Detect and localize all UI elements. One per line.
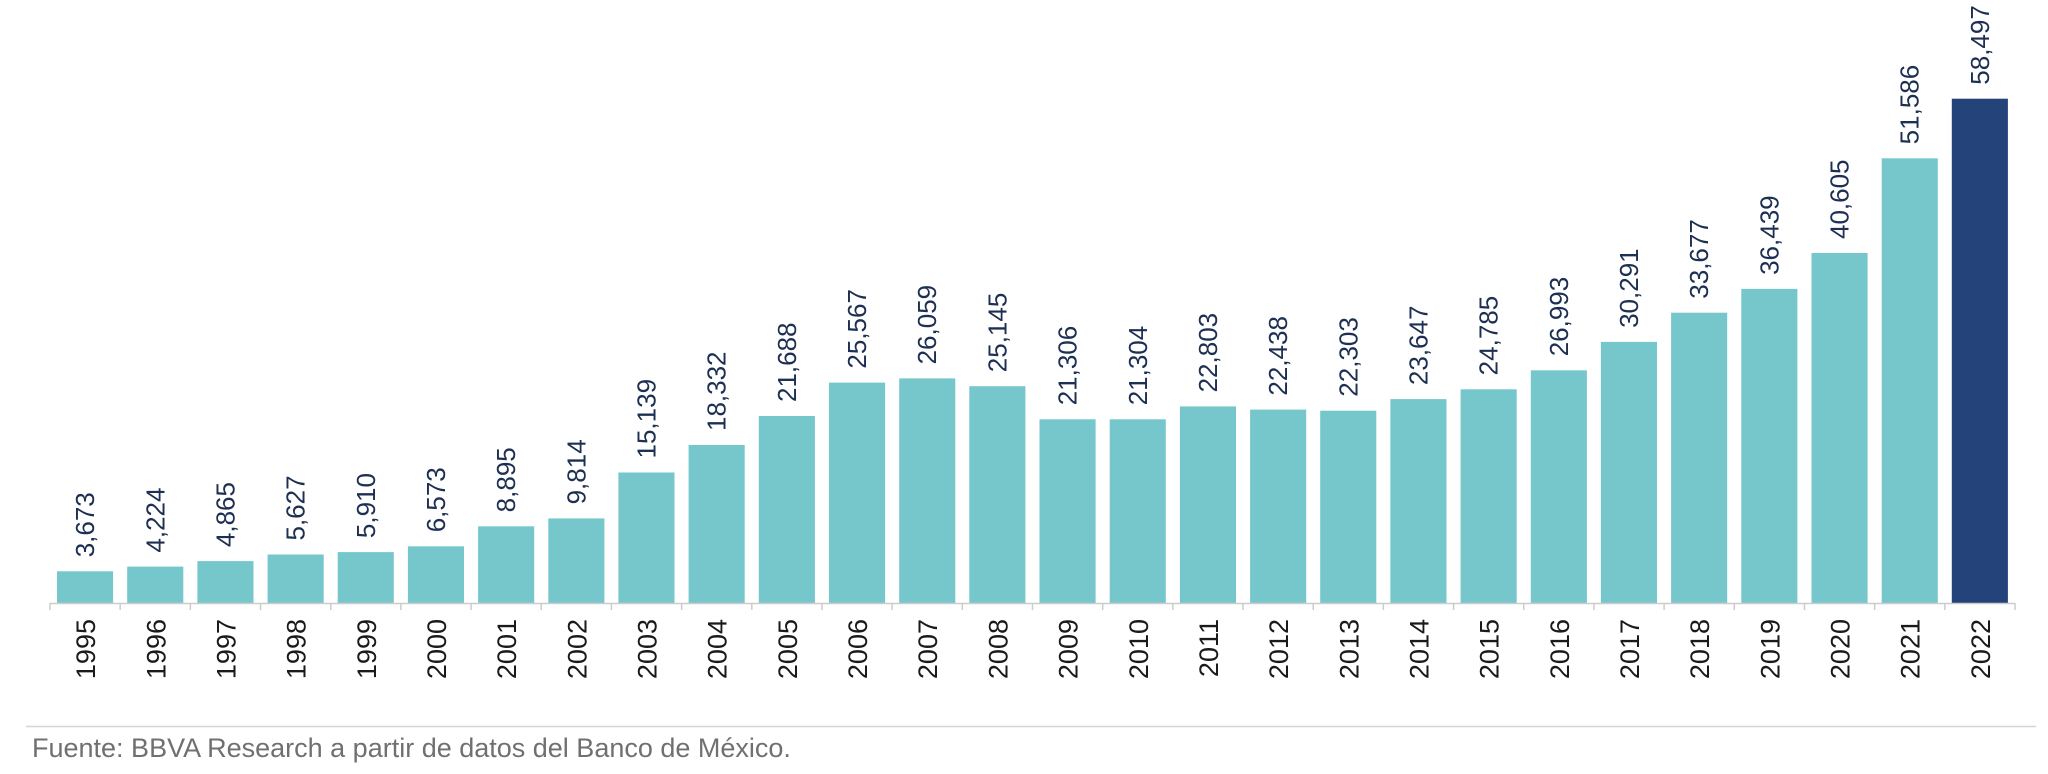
x-axis-tick-labels: 1995 1996 1997 1998 1999 2000 2001 2002 2003 2004…	[71, 619, 1996, 679]
bar-2022	[1951, 98, 2008, 603]
value-label-1998: 5,627	[281, 475, 311, 540]
bar-2003	[618, 472, 675, 603]
tick-label-2000: 2000	[422, 619, 452, 679]
value-label-2011: 22,803	[1193, 313, 1223, 393]
tick-label-2022: 2022	[1966, 619, 1996, 679]
source-note: Fuente: BBVA Research a partir de datos …	[32, 733, 791, 763]
bar-1995	[57, 571, 114, 603]
value-label-2022: 58,497	[1965, 5, 1995, 85]
bar-2018	[1671, 312, 1728, 603]
bar-1997	[197, 561, 254, 603]
value-label-2006: 25,567	[842, 289, 872, 369]
bar-2000	[407, 546, 464, 603]
value-label-2013: 22,303	[1333, 317, 1363, 397]
tick-label-2010: 2010	[1124, 619, 1154, 679]
value-label-1996: 4,224	[140, 488, 170, 553]
value-label-2001: 8,895	[491, 447, 521, 512]
bar-2001	[478, 526, 535, 603]
tick-label-2011: 2011	[1194, 619, 1224, 677]
bar-2020	[1811, 253, 1868, 603]
tick-label-2016: 2016	[1545, 619, 1575, 679]
tick-label-2021: 2021	[1896, 619, 1926, 679]
value-labels-group: 3,673 4,224 4,865 5,627 5,910 6,573 8,895 9,814…	[70, 5, 1995, 557]
bars-group	[57, 98, 2008, 604]
value-label-2004: 18,332	[702, 351, 732, 431]
bar-1998	[267, 554, 324, 603]
tick-label-2001: 2001	[492, 619, 522, 679]
bar-2017	[1600, 341, 1657, 603]
bar-2015	[1460, 389, 1517, 603]
value-label-2020: 40,605	[1825, 159, 1855, 239]
bar-2004	[688, 445, 745, 603]
tick-label-2019: 2019	[1755, 619, 1785, 679]
tick-label-2004: 2004	[703, 619, 733, 679]
value-label-2003: 15,139	[632, 379, 662, 459]
tick-label-2015: 2015	[1475, 619, 1505, 679]
value-label-2019: 36,439	[1754, 195, 1784, 275]
value-label-2009: 21,306	[1053, 326, 1083, 406]
value-label-2015: 24,785	[1474, 296, 1504, 376]
tick-label-2013: 2013	[1334, 619, 1364, 679]
bar-2016	[1530, 370, 1587, 603]
tick-label-2008: 2008	[983, 619, 1013, 679]
value-label-2014: 23,647	[1404, 306, 1434, 386]
value-label-2021: 51,586	[1895, 65, 1925, 145]
bar-2006	[829, 382, 886, 603]
bar-2019	[1741, 288, 1798, 603]
tick-label-1995: 1995	[71, 619, 101, 679]
tick-label-1998: 1998	[282, 619, 312, 679]
bar-2002	[548, 518, 605, 603]
bar-2009	[1039, 419, 1096, 603]
bar-2014	[1390, 399, 1447, 603]
bar-2010	[1109, 419, 1166, 603]
tick-label-1996: 1996	[141, 619, 171, 679]
tick-label-1999: 1999	[352, 619, 382, 679]
tick-label-1997: 1997	[211, 619, 241, 679]
value-label-2017: 30,291	[1614, 248, 1644, 328]
value-label-2008: 25,145	[982, 293, 1012, 373]
value-label-2002: 9,814	[561, 439, 591, 504]
tick-label-2006: 2006	[843, 619, 873, 679]
tick-label-2017: 2017	[1615, 619, 1645, 679]
bar-2011	[1179, 406, 1236, 603]
bar-2005	[758, 416, 815, 603]
value-label-2012: 22,438	[1263, 316, 1293, 396]
value-label-2016: 26,993	[1544, 277, 1574, 357]
tick-label-2003: 2003	[633, 619, 663, 679]
tick-label-2020: 2020	[1826, 619, 1856, 679]
value-label-1997: 4,865	[210, 482, 240, 547]
bar-1999	[337, 552, 394, 603]
tick-label-2005: 2005	[773, 619, 803, 679]
value-label-2000: 6,573	[421, 467, 451, 532]
bar-2007	[899, 378, 956, 603]
value-label-2018: 33,677	[1684, 219, 1714, 299]
tick-label-2002: 2002	[562, 619, 592, 679]
value-label-2005: 21,688	[772, 322, 802, 402]
bar-2012	[1250, 409, 1307, 603]
bar-2013	[1320, 410, 1377, 603]
value-label-2007: 26,059	[912, 285, 942, 365]
value-label-1999: 5,910	[351, 473, 381, 538]
bar-1996	[127, 566, 184, 603]
tick-label-2012: 2012	[1264, 619, 1294, 679]
x-axis-ticks	[49, 603, 2016, 610]
tick-label-2014: 2014	[1405, 619, 1435, 679]
tick-label-2009: 2009	[1054, 619, 1084, 679]
tick-label-2007: 2007	[913, 619, 943, 679]
bar-2008	[969, 386, 1026, 603]
value-label-1995: 3,673	[70, 492, 100, 557]
value-label-2010: 21,304	[1123, 326, 1153, 406]
tick-label-2018: 2018	[1685, 619, 1715, 679]
bar-2021	[1881, 158, 1938, 604]
